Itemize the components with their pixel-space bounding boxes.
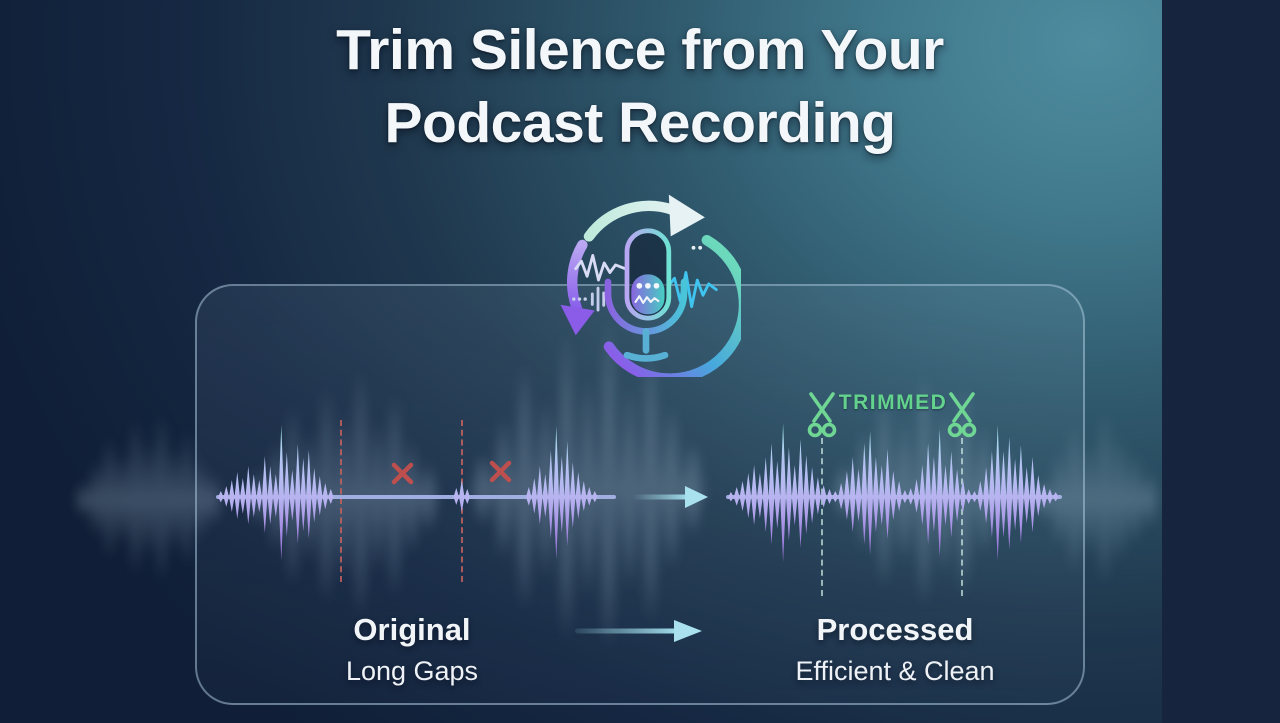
original-label-group: Original Long Gaps bbox=[297, 612, 527, 687]
original-waveform bbox=[216, 425, 616, 561]
cut-point-line bbox=[961, 438, 963, 596]
right-arrow-icon bbox=[632, 486, 708, 508]
cut-point-line bbox=[821, 438, 823, 596]
original-heading: Original bbox=[353, 612, 471, 647]
page-title-line1: Trim Silence from Your bbox=[336, 18, 944, 82]
x-mark-icon bbox=[391, 462, 414, 485]
x-mark-icon bbox=[489, 460, 512, 483]
ghost-waveform bbox=[250, 370, 437, 620]
ghost-waveform bbox=[472, 320, 703, 652]
scissors-icon bbox=[807, 392, 837, 438]
microphone-refresh-cycle-icon bbox=[551, 187, 750, 384]
right-filler-band bbox=[1162, 0, 1280, 723]
processed-heading: Processed bbox=[816, 612, 974, 647]
processed-subheading: Efficient & Clean bbox=[795, 656, 995, 686]
processed-waveform bbox=[726, 423, 1062, 563]
illustration-background: Trim Silence from Your Podcast Recording bbox=[0, 0, 1162, 723]
scissors-icon bbox=[947, 392, 977, 438]
page-title-line2: Podcast Recording bbox=[384, 90, 896, 155]
original-subheading: Long Gaps bbox=[345, 656, 479, 686]
gap-boundary-line bbox=[340, 420, 342, 582]
processed-label-group: Processed Efficient & Clean bbox=[770, 612, 1020, 687]
right-arrow-icon bbox=[575, 620, 702, 642]
trimmed-label: TRIMMED bbox=[838, 391, 948, 414]
page-title: Trim Silence from Your Podcast Recording bbox=[0, 14, 1162, 160]
ghost-waveform bbox=[77, 414, 220, 582]
